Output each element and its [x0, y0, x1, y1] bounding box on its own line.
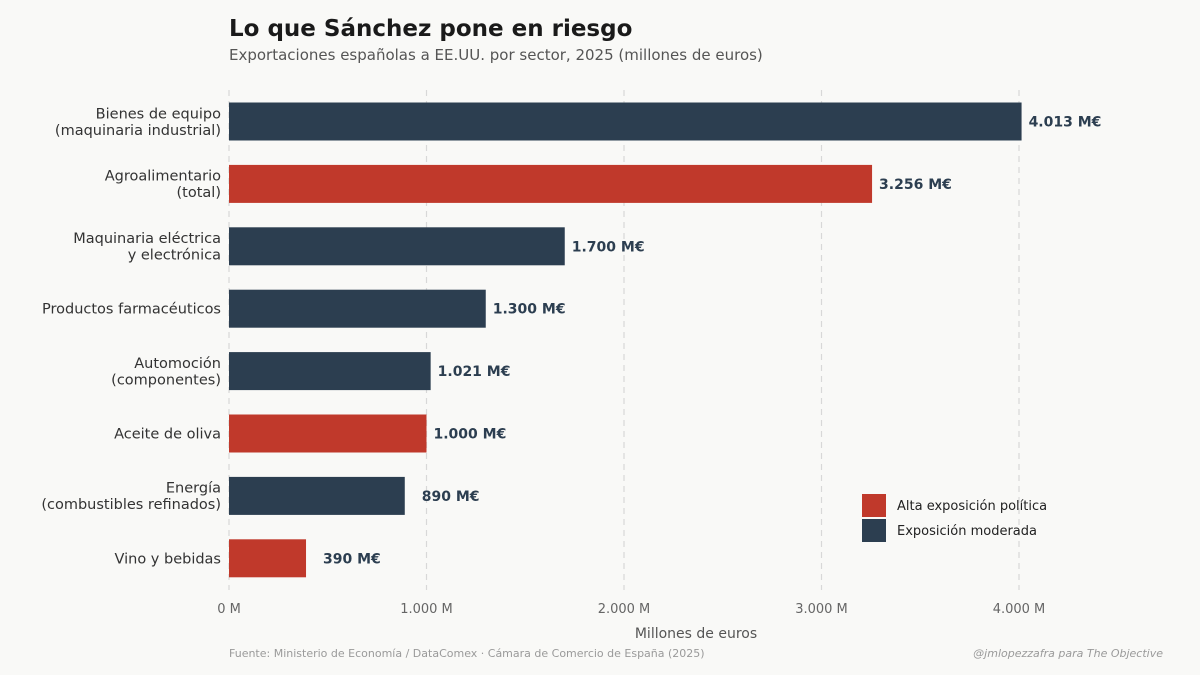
x-tick-label: 1.000 M [400, 602, 453, 617]
credit-note: @jmlopezzafra para The Objective [973, 647, 1163, 660]
data-label: 890 M€ [422, 489, 480, 505]
y-tick-label: y electrónica [128, 248, 221, 264]
legend-swatch [862, 519, 886, 542]
y-tick-label: (maquinaria industrial) [55, 123, 221, 139]
bar [229, 414, 427, 453]
x-tick-label: 3.000 M [795, 602, 848, 617]
legend-label: Exposición moderada [897, 524, 1037, 539]
y-tick-label: (combustibles refinados) [41, 497, 221, 513]
y-tick-label: Bienes de equipo [96, 106, 221, 122]
x-tick-label: 2.000 M [598, 602, 651, 617]
bar [229, 102, 1022, 141]
data-label: 1.000 M€ [434, 427, 507, 443]
y-tick-label: Productos farmacéuticos [42, 302, 221, 318]
y-tick-label: Aceite de oliva [114, 427, 221, 443]
y-tick-label: Vino y bebidas [115, 551, 222, 567]
y-tick-label: Agroalimentario [105, 169, 221, 185]
data-label: 1.700 M€ [572, 239, 645, 255]
x-axis-label: Millones de euros [635, 626, 757, 642]
data-label: 4.013 M€ [1029, 115, 1102, 131]
y-tick-label: Automoción [134, 356, 221, 372]
y-tick-label: Maquinaria eléctrica [73, 231, 221, 247]
y-tick-label: Energía [166, 481, 221, 497]
chart-subtitle: Exportaciones españolas a EE.UU. por sec… [229, 46, 763, 64]
source-note: Fuente: Ministerio de Economía / DataCom… [229, 647, 705, 660]
data-label: 3.256 M€ [879, 177, 952, 193]
bar [229, 352, 431, 391]
data-label: 1.300 M€ [493, 302, 566, 318]
bar [229, 476, 405, 515]
data-label: 1.021 M€ [438, 364, 511, 380]
x-tick-label: 4.000 M [993, 602, 1046, 617]
bar [229, 539, 307, 578]
data-label: 390 M€ [323, 551, 381, 567]
bar [229, 227, 565, 266]
bar [229, 289, 486, 328]
legend-label: Alta exposición política [897, 499, 1047, 514]
x-tick-label: 0 M [217, 602, 241, 617]
y-tick-label: (total) [177, 185, 221, 201]
y-tick-label: (componentes) [111, 372, 221, 388]
bar [229, 164, 873, 203]
legend-swatch [862, 494, 886, 517]
chart-title: Lo que Sánchez pone en riesgo [229, 16, 633, 42]
